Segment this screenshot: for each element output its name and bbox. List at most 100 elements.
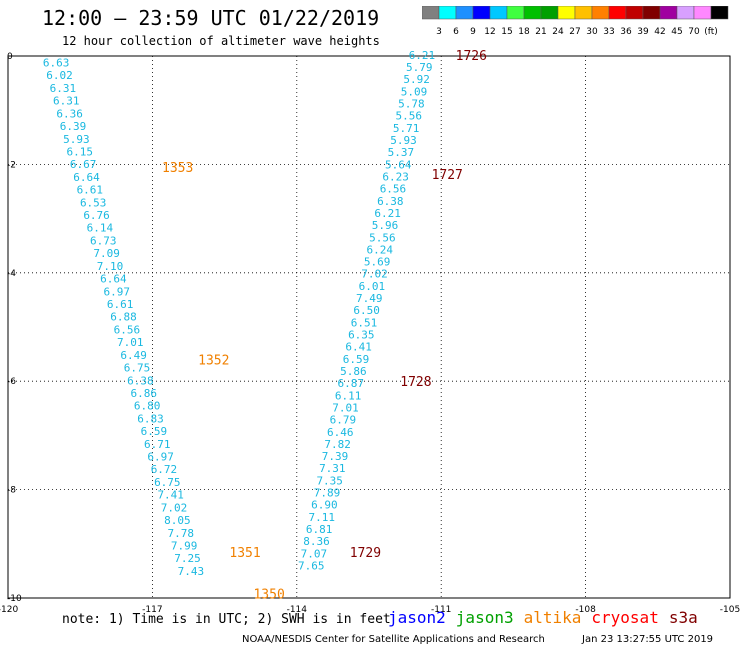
wave-height-value: 7.02 [361, 268, 388, 281]
longitude-tick-label: -114 [287, 605, 308, 615]
latitude-tick-label: 0 [7, 52, 13, 62]
wave-height-value: 6.75 [154, 476, 181, 489]
wave-height-value: 6.97 [104, 285, 131, 298]
wave-height-value: 7.11 [309, 511, 336, 524]
wave-height-value: 7.02 [161, 501, 188, 514]
color-scale-label: 15 [501, 27, 512, 37]
wave-height-value: 6.21 [409, 49, 436, 62]
wave-height-value: 6.01 [359, 280, 386, 293]
wave-height-value: 8.36 [303, 535, 330, 548]
wave-height-value: 6.38 [377, 195, 404, 208]
color-scale-label: 3 [436, 27, 442, 37]
legend-item-altika: altika [523, 608, 582, 627]
color-scale-label: 42 [654, 27, 665, 37]
wave-height-value: 5.93 [390, 134, 417, 147]
wave-height-map: -120 -117 -114 -111 -108 -105 0 -2 -4 -6 -8 -10 6.63… [0, 49, 740, 615]
wave-height-value: 6.49 [120, 349, 147, 362]
wave-height-value: 6.76 [83, 209, 110, 222]
wave-height-value: 7.01 [117, 336, 144, 349]
wave-height-value: 5.09 [401, 85, 428, 98]
color-scale-label: 24 [552, 27, 564, 37]
color-scale-label: 27 [569, 27, 580, 37]
wave-height-value: 6.23 [382, 170, 409, 183]
wave-height-value: 6.35 [348, 329, 375, 342]
color-scale-label: 6 [453, 27, 459, 37]
wave-height-value: 7.01 [332, 401, 359, 414]
wave-height-value: 6.67 [70, 158, 97, 171]
wave-height-value: 6.21 [374, 207, 401, 220]
wave-height-value: 6.90 [311, 499, 338, 512]
page-subtitle: 12 hour collection of altimeter wave hei… [62, 34, 380, 48]
longitude-tick-label: -108 [575, 605, 596, 615]
wave-height-value: 6.63 [43, 57, 70, 70]
wave-height-value: 5.56 [369, 231, 396, 244]
latitude-tick-label: -6 [7, 377, 16, 387]
wave-height-value: 6.88 [110, 311, 137, 324]
wave-height-value: 6.50 [353, 304, 380, 317]
color-scale-bar: 3 6 9 12 15 18 21 24 27 30 33 36 39 42 45 70 (ft) [422, 6, 729, 37]
wave-height-value: 6.36 [56, 107, 83, 120]
longitude-tick-label: -117 [142, 605, 162, 615]
wave-height-value: 7.09 [93, 247, 120, 260]
wave-height-value: 8.05 [164, 514, 191, 527]
wave-height-value: 6.59 [343, 353, 370, 366]
wave-height-value: 7.99 [171, 539, 198, 552]
longitude-tick-label: -120 [0, 605, 18, 615]
wave-height-value: 5.37 [388, 146, 415, 159]
longitude-tick-label: -111 [431, 605, 451, 615]
color-scale-label: (ft) [704, 27, 718, 37]
wave-height-value: 6.75 [124, 362, 151, 375]
wave-height-value: 7.78 [168, 527, 195, 540]
pass-time-label: 1350 [253, 588, 284, 603]
legend-item-jason3: jason3 [455, 608, 514, 627]
generation-timestamp: Jan 23 13:27:55 UTC 2019 [582, 634, 714, 645]
wave-height-value: 7.65 [298, 559, 325, 572]
pass-time-label: 1727 [432, 168, 463, 183]
credit-line: NOAA/NESDIS Center for Satellite Applica… [242, 634, 545, 645]
units-note: note: 1) Time is in UTC; 2) SWH is in fe… [62, 612, 391, 627]
wave-height-value: 6.31 [53, 95, 80, 108]
latitude-tick-label: -2 [7, 160, 16, 170]
pass-time-label: 1353 [162, 161, 193, 176]
color-scale-label: 36 [620, 27, 632, 37]
wave-height-value: 6.73 [90, 234, 117, 247]
wave-height-value: 7.07 [301, 547, 328, 560]
wave-height-value: 6.56 [380, 183, 407, 196]
wave-height-value: 6.87 [338, 377, 365, 390]
wave-height-value: 5.79 [406, 61, 433, 74]
latitude-tick-label: -8 [7, 486, 16, 496]
wave-height-value: 5.56 [396, 110, 423, 123]
latitude-tick-label: -4 [7, 269, 16, 279]
wave-height-value: 5.64 [385, 158, 412, 171]
wave-height-value: 6.46 [327, 426, 354, 439]
wave-height-value: 6.41 [345, 341, 372, 354]
color-scale-label: 9 [470, 27, 476, 37]
wave-height-value: 6.39 [60, 120, 87, 133]
pass-time-label: 1726 [456, 49, 487, 64]
wave-height-value: 6.11 [335, 389, 362, 402]
color-scale-label: 45 [671, 27, 682, 37]
pass-time-label: 1729 [350, 546, 381, 561]
color-scale-label: 33 [603, 27, 614, 37]
wave-height-value: 6.81 [306, 523, 333, 536]
wave-height-value: 7.35 [316, 474, 343, 487]
wave-height-value: 6.15 [66, 145, 93, 158]
wave-height-value: 5.69 [364, 256, 391, 269]
latitude-tick-label: -10 [7, 594, 22, 604]
longitude-tick-label: -105 [720, 605, 740, 615]
wave-height-value: 6.61 [107, 298, 134, 311]
pass-time-label: 1351 [229, 546, 260, 561]
legend-item-cryosat: cryosat [591, 608, 659, 627]
wave-height-value: 5.96 [372, 219, 399, 232]
legend-item-jason2: jason2 [388, 608, 446, 627]
wave-height-value: 7.89 [314, 487, 341, 500]
wave-height-value: 5.93 [63, 133, 90, 146]
wave-height-value: 5.78 [398, 98, 425, 111]
wave-height-value: 5.92 [403, 73, 430, 86]
wave-height-value: 6.24 [367, 243, 394, 256]
satellite-legend: jason2 jason3 altika cryosat s3a [388, 608, 708, 627]
wave-height-value: 6.02 [46, 69, 73, 82]
color-scale-label: 39 [637, 27, 649, 37]
color-scale-label: 18 [518, 27, 530, 37]
legend-item-s3a: s3a [668, 608, 698, 627]
